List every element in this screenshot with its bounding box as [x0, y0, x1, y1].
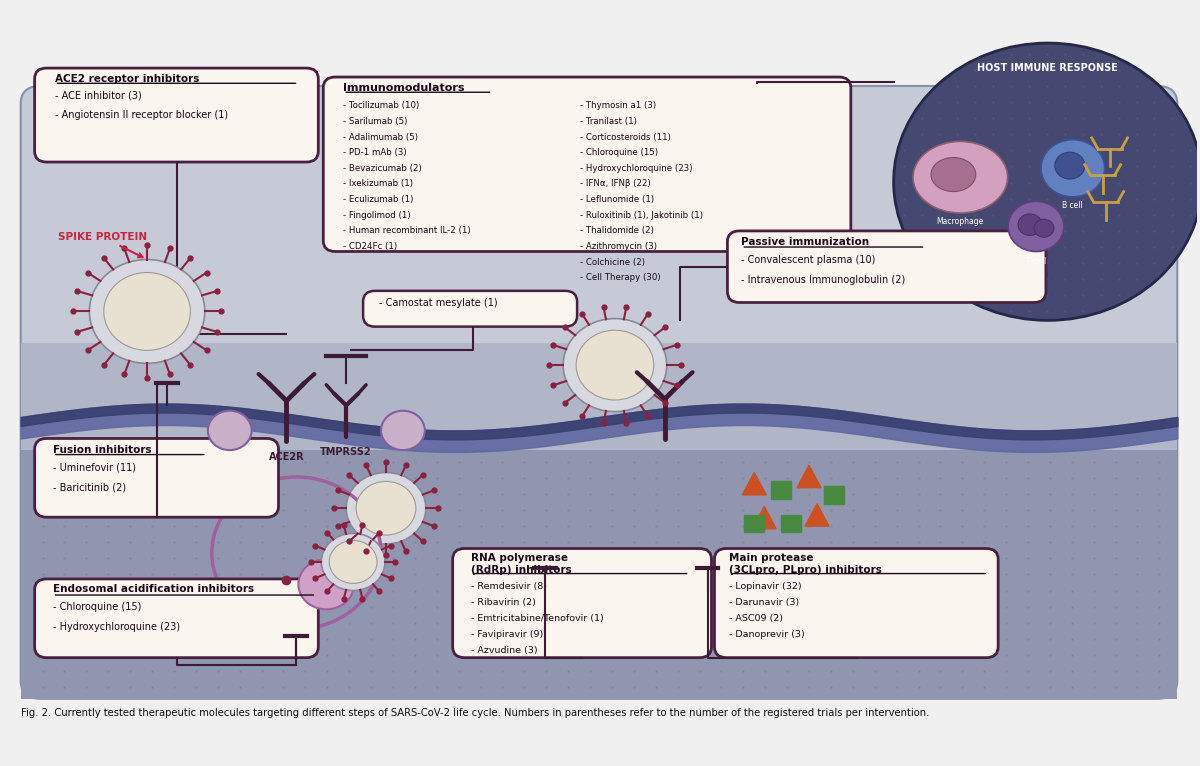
Circle shape	[329, 541, 377, 584]
Text: - Ixekizumab (1): - Ixekizumab (1)	[343, 179, 413, 188]
Text: - Uminefovir (11): - Uminefovir (11)	[53, 463, 136, 473]
Text: TMPRSS2: TMPRSS2	[320, 447, 372, 457]
Circle shape	[104, 273, 191, 350]
Circle shape	[576, 330, 654, 400]
Text: - Hydroxychloroquine (23): - Hydroxychloroquine (23)	[580, 164, 692, 173]
Bar	[781, 515, 802, 532]
Circle shape	[208, 411, 252, 450]
Text: - Human recombinant IL-2 (1): - Human recombinant IL-2 (1)	[343, 227, 470, 235]
Circle shape	[1055, 152, 1085, 179]
Text: - Remdesivir (8): - Remdesivir (8)	[470, 581, 547, 591]
Text: - Chloroquine (15): - Chloroquine (15)	[53, 602, 140, 612]
Text: - Colchicine (2): - Colchicine (2)	[580, 257, 646, 267]
Polygon shape	[797, 465, 821, 488]
FancyBboxPatch shape	[35, 438, 278, 517]
Text: Passive immunization: Passive immunization	[742, 237, 870, 247]
FancyBboxPatch shape	[20, 86, 1177, 699]
Text: RNA polymerase
(RdRp) inhibitors: RNA polymerase (RdRp) inhibitors	[470, 553, 571, 575]
Text: - Emtricitabine/Tenofovir (1): - Emtricitabine/Tenofovir (1)	[470, 614, 604, 623]
Text: - Favipiravir (9): - Favipiravir (9)	[470, 630, 542, 639]
Text: - Tocilizumab (10): - Tocilizumab (10)	[343, 101, 420, 110]
Text: - Ribavirin (2): - Ribavirin (2)	[470, 597, 535, 607]
Circle shape	[356, 481, 416, 535]
FancyBboxPatch shape	[714, 548, 998, 658]
Text: - Darunavir (3): - Darunavir (3)	[730, 597, 799, 607]
FancyBboxPatch shape	[35, 579, 318, 658]
Circle shape	[563, 319, 667, 411]
Circle shape	[1008, 201, 1064, 251]
Text: T cell: T cell	[1026, 257, 1046, 266]
Text: - Hydroxychloroquine (23): - Hydroxychloroquine (23)	[53, 622, 180, 632]
Bar	[20, 408, 1177, 699]
Text: Macrophage: Macrophage	[937, 218, 984, 227]
FancyBboxPatch shape	[452, 548, 712, 658]
Text: - Angiotensin II receptor blocker (1): - Angiotensin II receptor blocker (1)	[54, 110, 228, 120]
Text: - Ruloxitinib (1), Jakotinib (1): - Ruloxitinib (1), Jakotinib (1)	[580, 211, 703, 220]
Text: - Convalescent plasma (10): - Convalescent plasma (10)	[742, 255, 876, 265]
Text: - Azvudine (3): - Azvudine (3)	[470, 646, 538, 655]
Circle shape	[894, 43, 1200, 320]
Bar	[744, 515, 764, 532]
Text: Fig. 2. Currently tested therapeutic molecules targeting different steps of SARS: Fig. 2. Currently tested therapeutic mol…	[20, 708, 929, 718]
Text: - Cell Therapy (30): - Cell Therapy (30)	[580, 273, 661, 283]
Circle shape	[346, 473, 426, 544]
Text: - Baricitinib (2): - Baricitinib (2)	[53, 483, 126, 493]
Text: - IFNα, IFNβ (22): - IFNα, IFNβ (22)	[580, 179, 650, 188]
Text: - CD24Fc (1): - CD24Fc (1)	[343, 242, 397, 251]
Circle shape	[1034, 219, 1054, 237]
Circle shape	[89, 260, 205, 363]
Text: Endosomal acidification inhibitors: Endosomal acidification inhibitors	[53, 584, 253, 594]
Text: - Eculizumab (1): - Eculizumab (1)	[343, 195, 414, 204]
Text: - Danoprevir (3): - Danoprevir (3)	[730, 630, 805, 639]
Text: - ACE inhibitor (3): - ACE inhibitor (3)	[54, 90, 142, 100]
Text: - Adalimumab (5): - Adalimumab (5)	[343, 133, 418, 142]
FancyBboxPatch shape	[323, 77, 851, 251]
FancyBboxPatch shape	[35, 68, 318, 162]
Text: B cell: B cell	[1062, 201, 1084, 211]
Text: - Corticosteroids (11): - Corticosteroids (11)	[580, 133, 671, 142]
Text: Main protease
(3CLpro, PLpro) inhibitors: Main protease (3CLpro, PLpro) inhibitors	[730, 553, 882, 575]
Text: - Thalidomide (2): - Thalidomide (2)	[580, 227, 654, 235]
Text: - Chloroquine (15): - Chloroquine (15)	[580, 148, 659, 157]
Circle shape	[299, 559, 354, 609]
Text: - Fingolimod (1): - Fingolimod (1)	[343, 211, 410, 220]
Polygon shape	[752, 506, 776, 529]
Text: - Bevazicumab (2): - Bevazicumab (2)	[343, 164, 422, 173]
Text: Immunomodulators: Immunomodulators	[343, 83, 464, 93]
FancyBboxPatch shape	[727, 231, 1046, 303]
Text: SPIKE PROTEIN: SPIKE PROTEIN	[58, 232, 146, 257]
Ellipse shape	[913, 142, 1008, 213]
FancyBboxPatch shape	[364, 291, 577, 326]
Bar	[772, 481, 791, 499]
Ellipse shape	[931, 158, 976, 192]
Text: - PD-1 mAb (3): - PD-1 mAb (3)	[343, 148, 407, 157]
Text: - ASC09 (2): - ASC09 (2)	[730, 614, 784, 623]
Polygon shape	[743, 473, 767, 495]
Circle shape	[1040, 139, 1105, 197]
Text: - Lopinavir (32): - Lopinavir (32)	[730, 581, 802, 591]
Circle shape	[1018, 214, 1042, 235]
Text: - Thymosin a1 (3): - Thymosin a1 (3)	[580, 101, 656, 110]
Text: HOST IMMUNE RESPONSE: HOST IMMUNE RESPONSE	[978, 63, 1118, 73]
Bar	[824, 486, 844, 504]
Text: ACE2R: ACE2R	[269, 452, 305, 462]
Text: - Intravenous Immunoglobulin (2): - Intravenous Immunoglobulin (2)	[742, 275, 906, 285]
Text: - Azithromycin (3): - Azithromycin (3)	[580, 242, 658, 251]
Text: - Leflunomide (1): - Leflunomide (1)	[580, 195, 654, 204]
Text: - Tranilast (1): - Tranilast (1)	[580, 117, 637, 126]
Text: - Sarilumab (5): - Sarilumab (5)	[343, 117, 408, 126]
Text: - Camostat mesylate (1): - Camostat mesylate (1)	[379, 298, 498, 308]
Text: Fusion inhibitors: Fusion inhibitors	[53, 445, 151, 455]
Text: ACE2 receptor inhibitors: ACE2 receptor inhibitors	[54, 74, 199, 84]
Bar	[20, 342, 1177, 450]
Polygon shape	[805, 504, 829, 526]
Circle shape	[322, 533, 385, 591]
Circle shape	[382, 411, 425, 450]
